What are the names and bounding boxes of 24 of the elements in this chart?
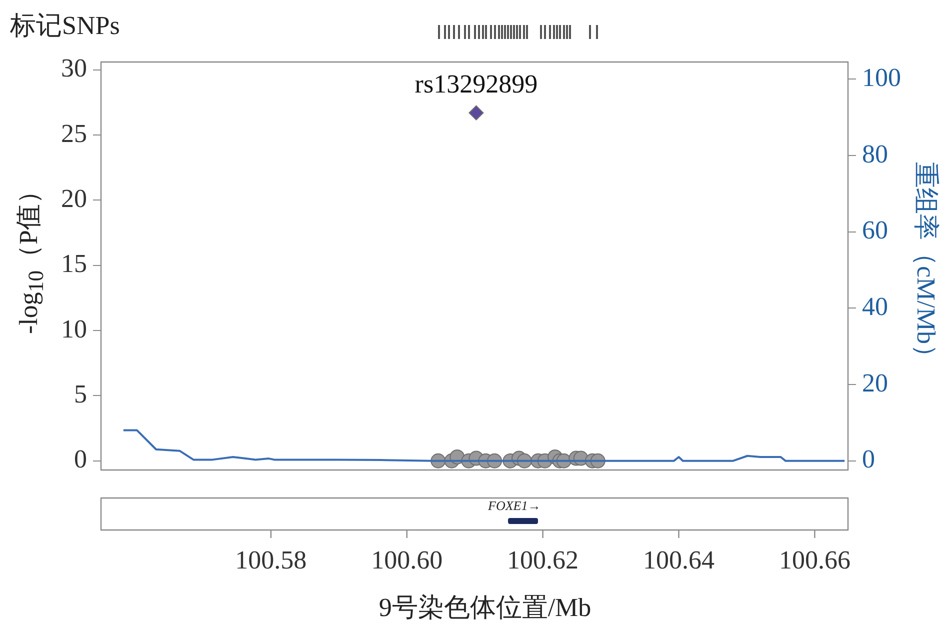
y-tick-label: 30 [61,54,87,83]
y-tick-label: 15 [61,249,87,278]
x-tick-label: 100.58 [235,545,307,574]
x-tick-label: 100.62 [507,545,579,574]
x-tick-label: 100.64 [643,545,715,574]
y2-tick-label: 0 [862,444,875,474]
chart-title: 标记SNPs [10,10,120,42]
x-tick-label: 100.66 [778,545,850,574]
y2-tick-label: 20 [862,368,888,398]
x-axis-title: 9号染色体位置/Mb [378,592,592,624]
point [468,105,484,120]
y2-tick-label: 100 [862,63,901,92]
y-tick-label: 10 [61,314,87,344]
text: FOXE1→ [488,498,541,514]
y-tick-label: 5 [74,380,87,409]
y2-tick-label: 40 [862,292,888,321]
y2-tick-label: 80 [862,139,888,168]
x-tick-label: 100.60 [371,545,443,574]
y-tick-label: 25 [61,118,87,148]
annotation: rs13292899 [414,70,538,99]
y-tick-label: 20 [61,184,87,213]
y2-tick-label: 60 [862,216,888,245]
y-tick-label: 0 [74,444,87,474]
y2-axis-title: 重组率（cM/Mb） [910,162,942,370]
